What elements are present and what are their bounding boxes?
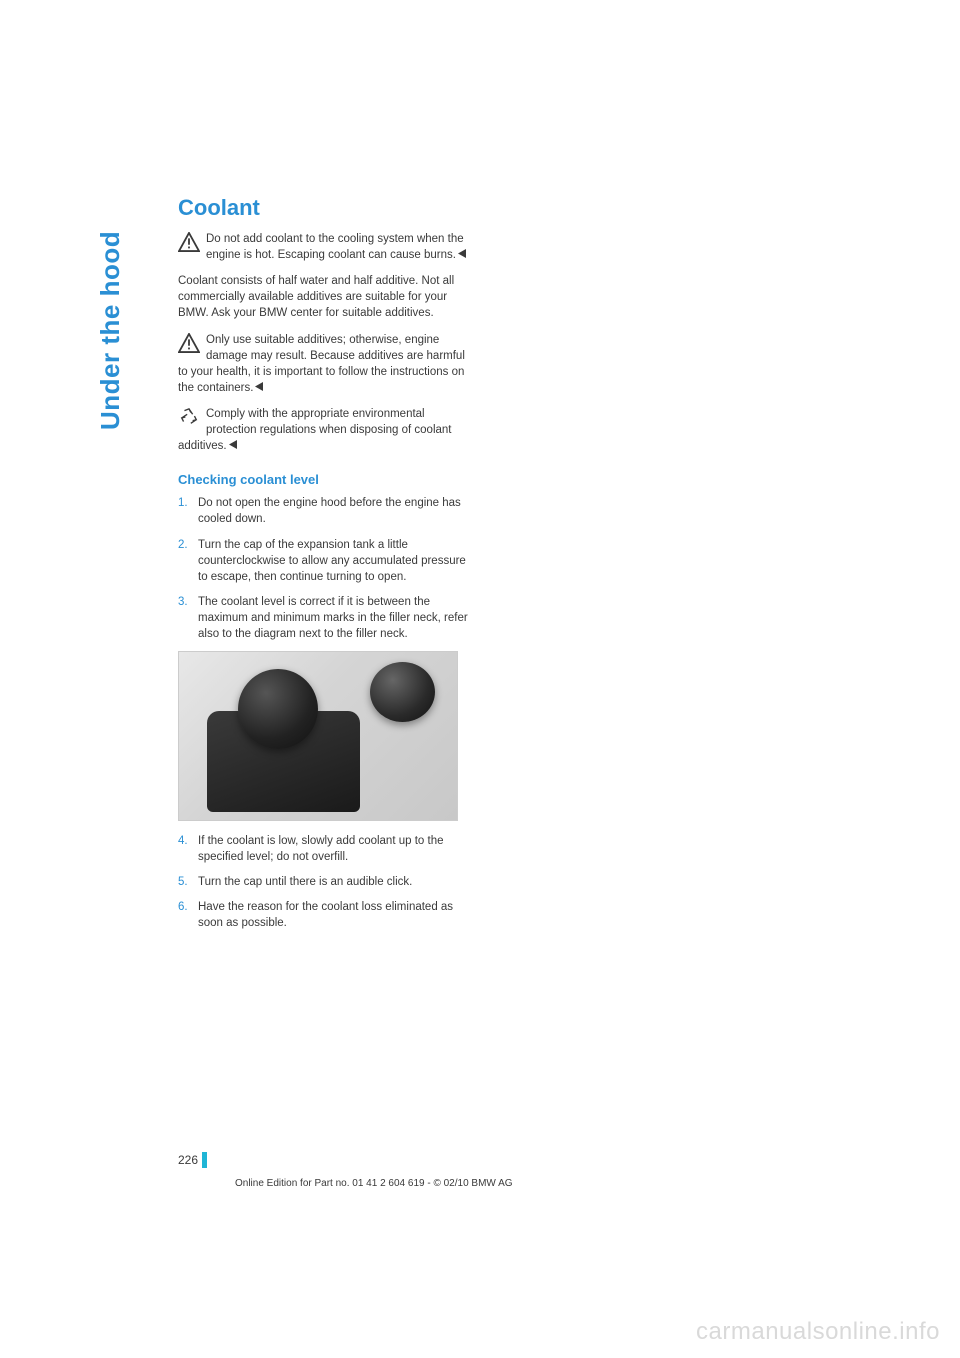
list-text: Have the reason for the coolant loss eli… (198, 901, 453, 929)
list-number: 6. (178, 899, 188, 915)
warning-text-2: Only use suitable additives; otherwise, … (178, 334, 465, 394)
end-mark-icon (229, 438, 237, 454)
page-number-accent (202, 1152, 207, 1168)
list-number: 2. (178, 537, 188, 553)
heading-checking-level: Checking coolant level (178, 472, 468, 487)
heading-coolant: Coolant (178, 195, 468, 221)
watermark-text: carmanualsonline.info (696, 1318, 940, 1346)
list-text: If the coolant is low, slowly add coolan… (198, 835, 443, 863)
recycle-paragraph: Comply with the appropriate environmenta… (178, 406, 468, 454)
list-item: 3. The coolant level is correct if it is… (178, 594, 468, 642)
page-number-wrap: 226 (178, 1152, 207, 1168)
recycle-text: Comply with the appropriate environmenta… (178, 408, 452, 452)
recycle-icon (178, 407, 200, 427)
warning-paragraph-2: Only use suitable additives; otherwise, … (178, 332, 468, 396)
coolant-tank-figure (178, 651, 458, 821)
warning-text-1: Do not add coolant to the cooling system… (206, 233, 464, 261)
footer-text: Online Edition for Part no. 01 41 2 604 … (235, 1178, 513, 1189)
end-mark-icon (255, 380, 263, 396)
list-text: Do not open the engine hood before the e… (198, 497, 461, 525)
list-number: 3. (178, 594, 188, 610)
figure-tank-cap-2 (370, 662, 435, 722)
end-mark-icon (458, 247, 466, 263)
list-number: 1. (178, 495, 188, 511)
list-text: Turn the cap until there is an audible c… (198, 876, 412, 888)
list-number: 5. (178, 874, 188, 890)
warning-icon (178, 333, 200, 353)
list-number: 4. (178, 833, 188, 849)
list-item: 5. Turn the cap until there is an audibl… (178, 874, 468, 890)
list-item: 6. Have the reason for the coolant loss … (178, 899, 468, 931)
figure-tank-cap (238, 669, 318, 749)
warning-paragraph-1: Do not add coolant to the cooling system… (178, 231, 468, 263)
section-label: Under the hood (95, 231, 126, 430)
list-text: The coolant level is correct if it is be… (198, 596, 468, 640)
list-text: Turn the cap of the expansion tank a lit… (198, 539, 466, 583)
body-paragraph-1: Coolant consists of half water and half … (178, 273, 468, 321)
list-item: 4. If the coolant is low, slowly add coo… (178, 833, 468, 865)
list-item: 1. Do not open the engine hood before th… (178, 495, 468, 527)
main-content: Coolant Do not add coolant to the coolin… (178, 195, 468, 941)
manual-page: Under the hood Coolant Do not add coolan… (0, 0, 960, 1358)
list-item: 2. Turn the cap of the expansion tank a … (178, 537, 468, 585)
warning-icon (178, 232, 200, 252)
page-number: 226 (178, 1153, 198, 1167)
